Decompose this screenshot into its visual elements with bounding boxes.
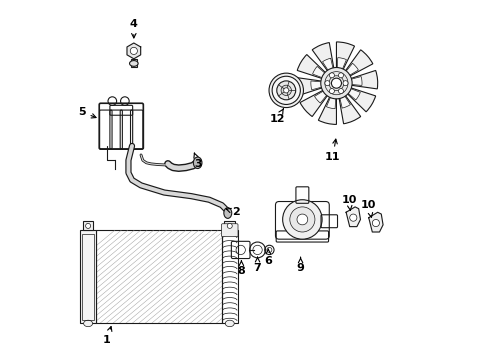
Wedge shape	[337, 77, 362, 85]
Wedge shape	[337, 83, 360, 100]
Circle shape	[343, 81, 348, 86]
Ellipse shape	[194, 157, 202, 168]
Ellipse shape	[225, 320, 234, 327]
Circle shape	[227, 224, 232, 228]
Wedge shape	[318, 83, 337, 125]
Text: 5: 5	[78, 107, 96, 118]
Wedge shape	[337, 58, 346, 83]
Circle shape	[329, 89, 334, 94]
FancyBboxPatch shape	[80, 230, 96, 323]
Circle shape	[339, 89, 343, 94]
Polygon shape	[346, 207, 361, 226]
Circle shape	[86, 224, 91, 228]
Circle shape	[372, 220, 379, 226]
Ellipse shape	[224, 208, 232, 219]
Text: 2: 2	[226, 207, 240, 217]
Text: 11: 11	[325, 139, 341, 162]
FancyBboxPatch shape	[131, 59, 137, 67]
Text: 10: 10	[361, 200, 376, 217]
Text: 9: 9	[296, 257, 304, 273]
Circle shape	[339, 73, 343, 78]
Wedge shape	[326, 83, 337, 109]
FancyBboxPatch shape	[221, 224, 238, 237]
Circle shape	[269, 73, 303, 108]
Circle shape	[325, 81, 330, 86]
Circle shape	[272, 76, 300, 104]
FancyBboxPatch shape	[83, 221, 94, 230]
Wedge shape	[337, 71, 378, 89]
Text: 4: 4	[130, 19, 138, 38]
Ellipse shape	[129, 60, 138, 66]
Wedge shape	[337, 83, 361, 124]
Wedge shape	[337, 83, 350, 108]
FancyBboxPatch shape	[224, 221, 235, 230]
Ellipse shape	[84, 320, 93, 327]
Wedge shape	[337, 83, 376, 112]
Polygon shape	[127, 43, 141, 59]
Circle shape	[350, 214, 357, 221]
Wedge shape	[297, 54, 337, 83]
Circle shape	[284, 88, 289, 93]
Circle shape	[331, 78, 342, 88]
Wedge shape	[311, 81, 337, 90]
Circle shape	[297, 214, 308, 225]
Circle shape	[281, 85, 292, 95]
Circle shape	[277, 81, 295, 100]
Circle shape	[329, 73, 334, 78]
Text: 3: 3	[194, 153, 202, 169]
Wedge shape	[313, 66, 337, 83]
Wedge shape	[300, 83, 337, 117]
Wedge shape	[337, 50, 373, 83]
Text: 1: 1	[103, 327, 112, 345]
Text: 10: 10	[342, 195, 357, 211]
Text: 6: 6	[265, 249, 272, 266]
Wedge shape	[312, 42, 337, 83]
Text: 12: 12	[270, 109, 285, 124]
Circle shape	[290, 207, 315, 232]
Circle shape	[130, 47, 137, 54]
Wedge shape	[337, 63, 358, 83]
Circle shape	[321, 68, 352, 99]
Wedge shape	[315, 83, 337, 103]
Wedge shape	[295, 77, 337, 96]
Polygon shape	[368, 212, 383, 232]
Text: 8: 8	[238, 261, 245, 276]
Circle shape	[283, 200, 322, 239]
Wedge shape	[337, 42, 355, 83]
Text: 7: 7	[254, 257, 262, 273]
Wedge shape	[322, 58, 337, 83]
